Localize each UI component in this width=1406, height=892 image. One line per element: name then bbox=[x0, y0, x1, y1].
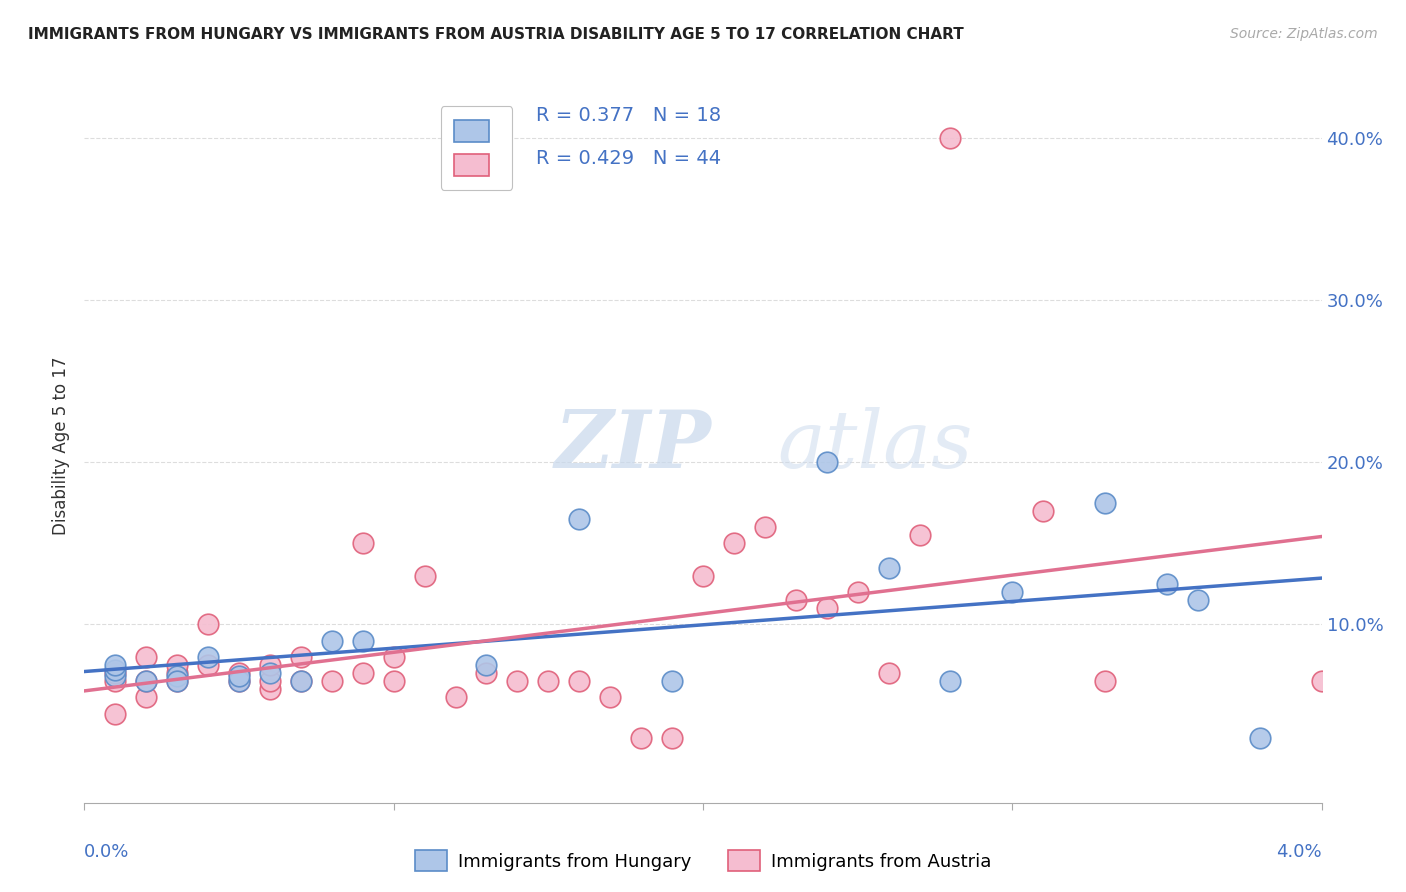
Point bbox=[104, 706, 127, 721]
Point bbox=[939, 131, 962, 145]
Point bbox=[877, 666, 900, 681]
Point bbox=[599, 690, 621, 705]
Point bbox=[475, 657, 498, 672]
Point bbox=[352, 536, 374, 550]
Point bbox=[228, 674, 250, 689]
Point bbox=[197, 649, 219, 664]
Point bbox=[475, 666, 498, 681]
Point bbox=[352, 633, 374, 648]
Point bbox=[135, 674, 157, 689]
Point bbox=[104, 663, 127, 677]
Point bbox=[259, 682, 281, 697]
Legend: Immigrants from Hungary, Immigrants from Austria: Immigrants from Hungary, Immigrants from… bbox=[408, 843, 998, 879]
Point bbox=[197, 657, 219, 672]
Point bbox=[723, 536, 745, 550]
Point bbox=[877, 560, 900, 574]
Text: 4.0%: 4.0% bbox=[1277, 843, 1322, 862]
Point bbox=[568, 674, 591, 689]
Point bbox=[815, 601, 838, 615]
Point bbox=[815, 455, 838, 469]
Point bbox=[290, 674, 312, 689]
Point bbox=[692, 568, 714, 582]
Point bbox=[321, 633, 343, 648]
Point bbox=[1094, 496, 1116, 510]
Point bbox=[661, 674, 683, 689]
Point bbox=[228, 674, 250, 689]
Point bbox=[785, 593, 807, 607]
Point bbox=[661, 731, 683, 745]
Point bbox=[1032, 504, 1054, 518]
Point bbox=[228, 669, 250, 683]
Point bbox=[259, 674, 281, 689]
Text: Source: ZipAtlas.com: Source: ZipAtlas.com bbox=[1230, 27, 1378, 41]
Point bbox=[382, 674, 405, 689]
Point bbox=[568, 512, 591, 526]
Point bbox=[166, 674, 188, 689]
Point bbox=[259, 666, 281, 681]
Point bbox=[228, 666, 250, 681]
Point bbox=[846, 585, 869, 599]
Point bbox=[290, 674, 312, 689]
Point bbox=[754, 520, 776, 534]
Text: atlas: atlas bbox=[778, 408, 973, 484]
Text: ZIP: ZIP bbox=[554, 408, 711, 484]
Point bbox=[908, 528, 931, 542]
Point bbox=[352, 666, 374, 681]
Point bbox=[166, 669, 188, 683]
Text: 0.0%: 0.0% bbox=[84, 843, 129, 862]
Point bbox=[104, 657, 127, 672]
Y-axis label: Disability Age 5 to 17: Disability Age 5 to 17 bbox=[52, 357, 70, 535]
Point bbox=[1187, 593, 1209, 607]
Point bbox=[104, 669, 127, 683]
Point bbox=[197, 617, 219, 632]
Point bbox=[135, 649, 157, 664]
Point bbox=[506, 674, 529, 689]
Text: R = 0.429   N = 44: R = 0.429 N = 44 bbox=[536, 149, 721, 168]
Point bbox=[382, 649, 405, 664]
Text: IMMIGRANTS FROM HUNGARY VS IMMIGRANTS FROM AUSTRIA DISABILITY AGE 5 TO 17 CORREL: IMMIGRANTS FROM HUNGARY VS IMMIGRANTS FR… bbox=[28, 27, 965, 42]
Point bbox=[537, 674, 560, 689]
Point bbox=[135, 690, 157, 705]
Point bbox=[444, 690, 467, 705]
Point bbox=[1156, 577, 1178, 591]
Point bbox=[630, 731, 652, 745]
Point bbox=[1310, 674, 1333, 689]
Point bbox=[1094, 674, 1116, 689]
Point bbox=[939, 674, 962, 689]
Legend: , : , bbox=[440, 106, 512, 190]
Point bbox=[1001, 585, 1024, 599]
Point bbox=[413, 568, 436, 582]
Point bbox=[166, 674, 188, 689]
Point bbox=[166, 666, 188, 681]
Point bbox=[321, 674, 343, 689]
Point bbox=[104, 674, 127, 689]
Point bbox=[259, 657, 281, 672]
Text: R = 0.377   N = 18: R = 0.377 N = 18 bbox=[536, 106, 721, 125]
Point bbox=[135, 674, 157, 689]
Point bbox=[1249, 731, 1271, 745]
Point bbox=[166, 657, 188, 672]
Point bbox=[104, 666, 127, 681]
Point bbox=[290, 649, 312, 664]
